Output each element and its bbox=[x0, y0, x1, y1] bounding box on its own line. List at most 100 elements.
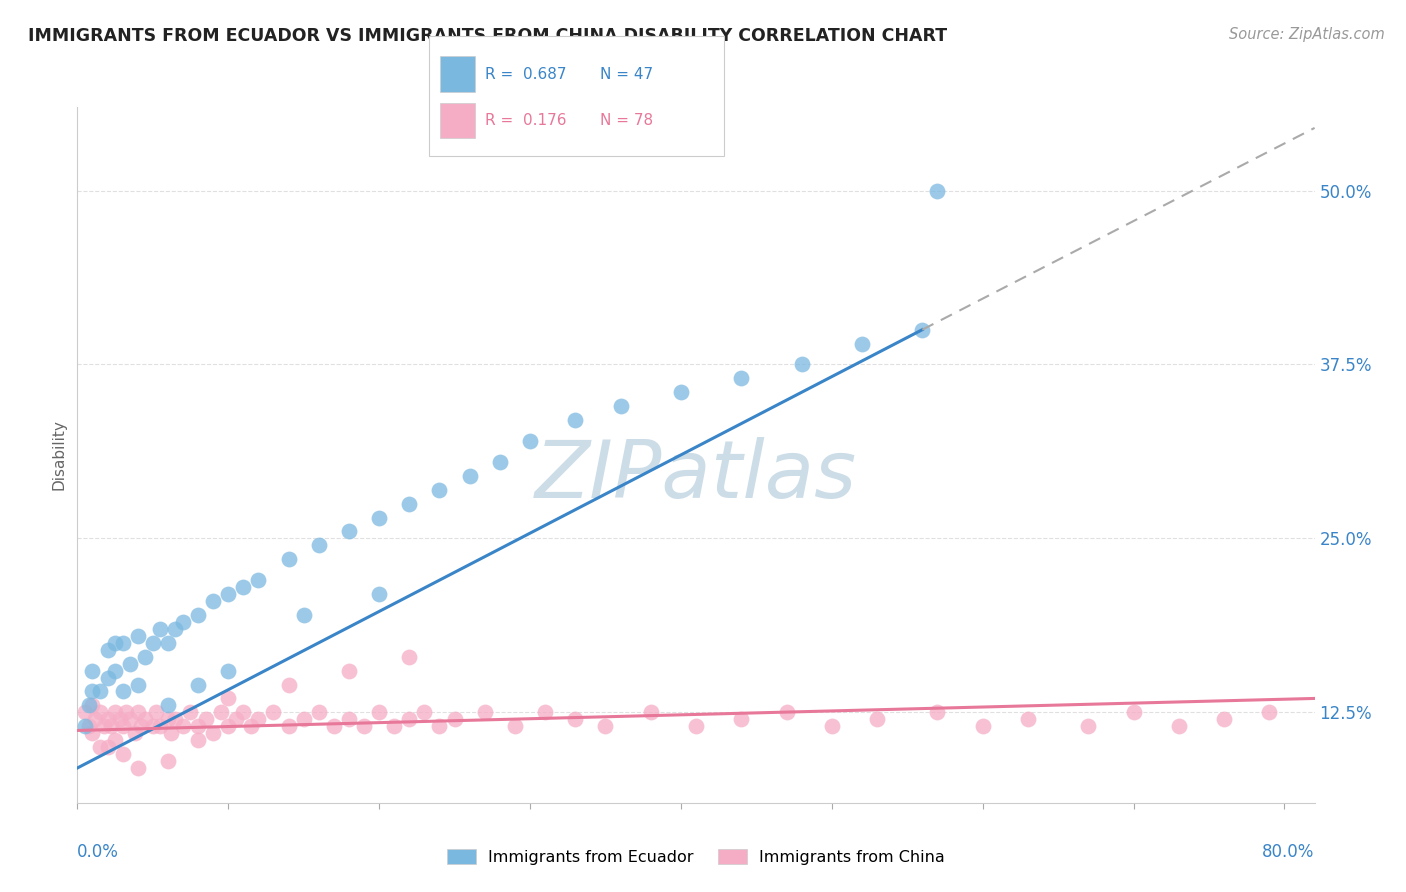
Point bbox=[89, 706, 111, 720]
Point bbox=[73, 706, 96, 720]
Point bbox=[503, 719, 526, 733]
Point bbox=[104, 636, 127, 650]
Point bbox=[488, 455, 510, 469]
Point bbox=[337, 524, 360, 539]
Point bbox=[96, 642, 118, 657]
Point bbox=[104, 664, 127, 678]
Point bbox=[1213, 712, 1236, 726]
Point bbox=[149, 622, 172, 636]
Point bbox=[111, 719, 134, 733]
Point bbox=[927, 184, 949, 198]
Text: N = 47: N = 47 bbox=[600, 67, 654, 81]
Text: R =  0.687: R = 0.687 bbox=[485, 67, 567, 81]
Point bbox=[172, 719, 194, 733]
Point bbox=[1258, 706, 1281, 720]
Point bbox=[519, 434, 541, 448]
Point bbox=[263, 706, 285, 720]
Point bbox=[129, 719, 152, 733]
Point bbox=[165, 622, 187, 636]
Point bbox=[730, 371, 752, 385]
Point bbox=[413, 706, 436, 720]
Point bbox=[277, 552, 299, 566]
Point bbox=[127, 677, 149, 691]
Text: R =  0.176: R = 0.176 bbox=[485, 113, 567, 128]
Point bbox=[730, 712, 752, 726]
Point bbox=[104, 733, 127, 747]
Point bbox=[82, 698, 104, 713]
Point bbox=[308, 706, 330, 720]
Point bbox=[1077, 719, 1099, 733]
Point bbox=[209, 706, 232, 720]
Point bbox=[866, 712, 889, 726]
Point bbox=[96, 712, 118, 726]
Point bbox=[337, 664, 360, 678]
Point bbox=[127, 629, 149, 643]
Point bbox=[120, 712, 142, 726]
Point bbox=[100, 719, 122, 733]
Point bbox=[96, 671, 118, 685]
Point bbox=[82, 726, 104, 740]
Point bbox=[79, 698, 101, 713]
Point bbox=[89, 684, 111, 698]
Point bbox=[685, 719, 707, 733]
Point bbox=[160, 726, 183, 740]
Point bbox=[111, 747, 134, 761]
Point bbox=[239, 719, 262, 733]
Point bbox=[124, 726, 146, 740]
Point bbox=[145, 706, 167, 720]
Point bbox=[247, 712, 270, 726]
Point bbox=[165, 712, 187, 726]
Text: 0.0%: 0.0% bbox=[77, 843, 120, 861]
Point bbox=[1122, 706, 1144, 720]
Point bbox=[172, 615, 194, 629]
Point bbox=[79, 719, 101, 733]
Point bbox=[368, 510, 391, 524]
Point bbox=[640, 706, 662, 720]
Point bbox=[142, 719, 165, 733]
Text: IMMIGRANTS FROM ECUADOR VS IMMIGRANTS FROM CHINA DISABILITY CORRELATION CHART: IMMIGRANTS FROM ECUADOR VS IMMIGRANTS FR… bbox=[28, 27, 948, 45]
Point bbox=[187, 677, 209, 691]
Point bbox=[114, 706, 136, 720]
Point bbox=[277, 719, 299, 733]
Point bbox=[1167, 719, 1189, 733]
Point bbox=[474, 706, 496, 720]
Point bbox=[156, 636, 179, 650]
Point bbox=[217, 719, 239, 733]
Point bbox=[595, 719, 617, 733]
Legend: Immigrants from Ecuador, Immigrants from China: Immigrants from Ecuador, Immigrants from… bbox=[440, 843, 952, 871]
Point bbox=[134, 712, 156, 726]
Point bbox=[277, 677, 299, 691]
Point bbox=[149, 719, 172, 733]
Point bbox=[120, 657, 142, 671]
Point bbox=[458, 468, 481, 483]
Text: ZIPatlas: ZIPatlas bbox=[534, 437, 858, 515]
Point bbox=[443, 712, 465, 726]
Point bbox=[202, 594, 225, 608]
Point bbox=[927, 706, 949, 720]
Point bbox=[790, 358, 813, 372]
Point bbox=[217, 691, 239, 706]
Point bbox=[111, 684, 134, 698]
Point bbox=[398, 649, 420, 664]
Point bbox=[911, 323, 934, 337]
Point bbox=[96, 740, 118, 755]
Point bbox=[292, 712, 315, 726]
Point bbox=[82, 664, 104, 678]
Point bbox=[851, 336, 873, 351]
Point bbox=[111, 636, 134, 650]
Point bbox=[127, 761, 149, 775]
Point bbox=[187, 719, 209, 733]
Y-axis label: Disability: Disability bbox=[51, 419, 66, 491]
Point bbox=[225, 712, 247, 726]
Point bbox=[247, 573, 270, 587]
Point bbox=[156, 698, 179, 713]
Point bbox=[821, 719, 844, 733]
Point bbox=[308, 538, 330, 552]
Point bbox=[73, 719, 96, 733]
Point bbox=[775, 706, 797, 720]
Point bbox=[564, 413, 586, 427]
Point bbox=[194, 712, 217, 726]
Point bbox=[82, 684, 104, 698]
Point bbox=[156, 712, 179, 726]
Point bbox=[368, 587, 391, 601]
